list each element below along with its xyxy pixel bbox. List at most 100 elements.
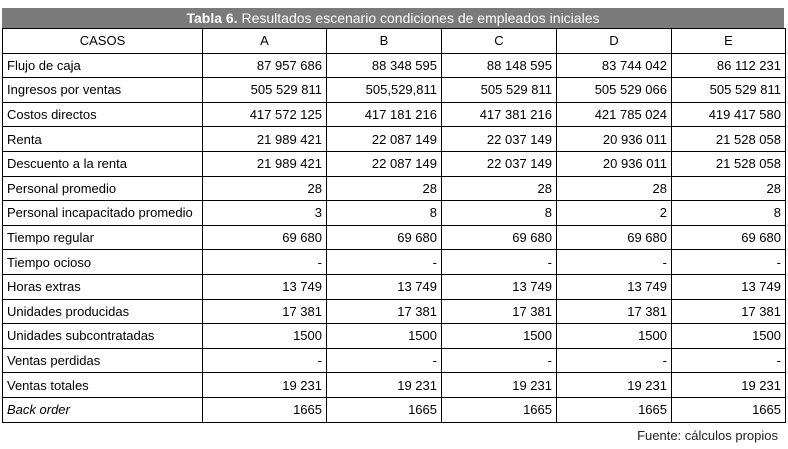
cell: 86 112 231: [671, 52, 786, 79]
cell: 69 680: [202, 224, 327, 251]
cell: -: [441, 347, 557, 374]
cell: 21 528 058: [671, 150, 786, 177]
cell: 17 381: [326, 298, 442, 325]
row-label: Flujo de caja: [2, 52, 203, 79]
cell: 417 381 216: [441, 101, 557, 128]
cell: 28: [671, 175, 786, 202]
cell: 28: [556, 175, 672, 202]
cell: 1500: [556, 323, 672, 349]
cell: -: [326, 347, 442, 374]
cell: 417 572 125: [202, 101, 327, 128]
row-label: Descuento a la renta: [2, 150, 203, 177]
cell: 17 381: [671, 298, 786, 325]
cell: -: [441, 249, 557, 275]
cell: 2: [556, 200, 672, 226]
cell: 69 680: [326, 224, 442, 251]
cell: 421 785 024: [556, 101, 672, 128]
row-label: Ventas perdidas: [2, 347, 203, 374]
cell: -: [202, 347, 327, 374]
cell: 22 087 149: [326, 150, 442, 177]
row-label: Personal incapacitado promedio: [2, 200, 203, 226]
cell: 505,529,811: [326, 77, 442, 103]
cell: 1665: [556, 396, 672, 423]
cell: 20 936 011: [556, 126, 672, 152]
cell: 419 417 580: [671, 101, 786, 128]
table-row: Tiempo regular 69 680 69 680 69 680 69 680 69…: [2, 224, 786, 251]
cell: 19 231: [202, 372, 327, 398]
cell: -: [202, 249, 327, 275]
cell: 8: [441, 200, 557, 226]
cell: 13 749: [441, 273, 557, 300]
cell: 19 231: [671, 372, 786, 398]
header-cell: B: [326, 28, 442, 54]
cell: 17 381: [441, 298, 557, 325]
table: CASOS A B C D E Flujo de caja 87 957 686 88 348…: [2, 28, 786, 423]
header-cell: D: [556, 28, 672, 54]
table-row: Ingresos por ventas 505 529 811 505,529,81…: [2, 77, 786, 103]
table-title: Tabla 6. Resultados escenario condicione…: [2, 8, 784, 28]
cell: 21 989 421: [202, 126, 327, 152]
cell: 69 680: [441, 224, 557, 251]
cell: 28: [202, 175, 327, 202]
cell: 87 957 686: [202, 52, 327, 79]
row-label: Back order: [2, 396, 203, 423]
table-row: Horas extras 13 749 13 749 13 749 13 749 13 7…: [2, 273, 786, 300]
table-row: Descuento a la renta 21 989 421 22 087 149…: [2, 150, 786, 177]
row-label: Ingresos por ventas: [2, 77, 203, 103]
row-label: Personal promedio: [2, 175, 203, 202]
row-label: Costos directos: [2, 101, 203, 128]
cell: 88 148 595: [441, 52, 557, 79]
header-cell: A: [202, 28, 327, 54]
cell: -: [671, 347, 786, 374]
row-label: Horas extras: [2, 273, 203, 300]
cell: 21 528 058: [671, 126, 786, 152]
table-row: Tiempo ocioso - - - - -: [2, 249, 786, 275]
cell: -: [556, 249, 672, 275]
cell: 13 749: [671, 273, 786, 300]
table-row: Ventas totales 19 231 19 231 19 231 19 231 19…: [2, 372, 786, 398]
cell: 3: [202, 200, 327, 226]
cell: 13 749: [556, 273, 672, 300]
cell: 13 749: [202, 273, 327, 300]
header-cell: E: [671, 28, 786, 54]
cell: 505 529 811: [671, 77, 786, 103]
row-label: Unidades subcontratadas: [2, 323, 203, 349]
row-label: Tiempo regular: [2, 224, 203, 251]
table-row: Renta 21 989 421 22 087 149 22 037 149 20 93…: [2, 126, 786, 152]
cell: 1500: [326, 323, 442, 349]
cell: 1665: [202, 396, 327, 423]
cell: 505 529 066: [556, 77, 672, 103]
row-label: Tiempo ocioso: [2, 249, 203, 275]
table-body: Flujo de caja 87 957 686 88 348 595 88 148 …: [2, 52, 786, 423]
cell: 505 529 811: [441, 77, 557, 103]
cell: 22 037 149: [441, 126, 557, 152]
header-cell: C: [441, 28, 557, 54]
cell: 69 680: [671, 224, 786, 251]
table-row: Ventas perdidas - - - - -: [2, 347, 786, 374]
cell: 1665: [671, 396, 786, 423]
cell: -: [326, 249, 442, 275]
cell: 505 529 811: [202, 77, 327, 103]
cell: 83 744 042: [556, 52, 672, 79]
table-row: Personal incapacitado promedio 3 8 8 2 8: [2, 200, 786, 226]
cell: 13 749: [326, 273, 442, 300]
cell: 28: [441, 175, 557, 202]
cell: 1500: [671, 323, 786, 349]
table-row: Back order 1665 1665 1665 1665 1665: [2, 396, 786, 423]
cell: 17 381: [202, 298, 327, 325]
row-label: Renta: [2, 126, 203, 152]
cell: 8: [671, 200, 786, 226]
cell: 20 936 011: [556, 150, 672, 177]
cell: 28: [326, 175, 442, 202]
source-note: Fuente: cálculos propios: [637, 428, 778, 443]
cell: 8: [326, 200, 442, 226]
table-row: Personal promedio 28 28 28 28 28: [2, 175, 786, 202]
cell: 22 037 149: [441, 150, 557, 177]
header-row: CASOS A B C D E: [2, 28, 786, 54]
cell: -: [671, 249, 786, 275]
cell: 69 680: [556, 224, 672, 251]
cell: -: [556, 347, 672, 374]
cell: 1500: [202, 323, 327, 349]
table-row: Flujo de caja 87 957 686 88 348 595 88 148 …: [2, 52, 786, 79]
